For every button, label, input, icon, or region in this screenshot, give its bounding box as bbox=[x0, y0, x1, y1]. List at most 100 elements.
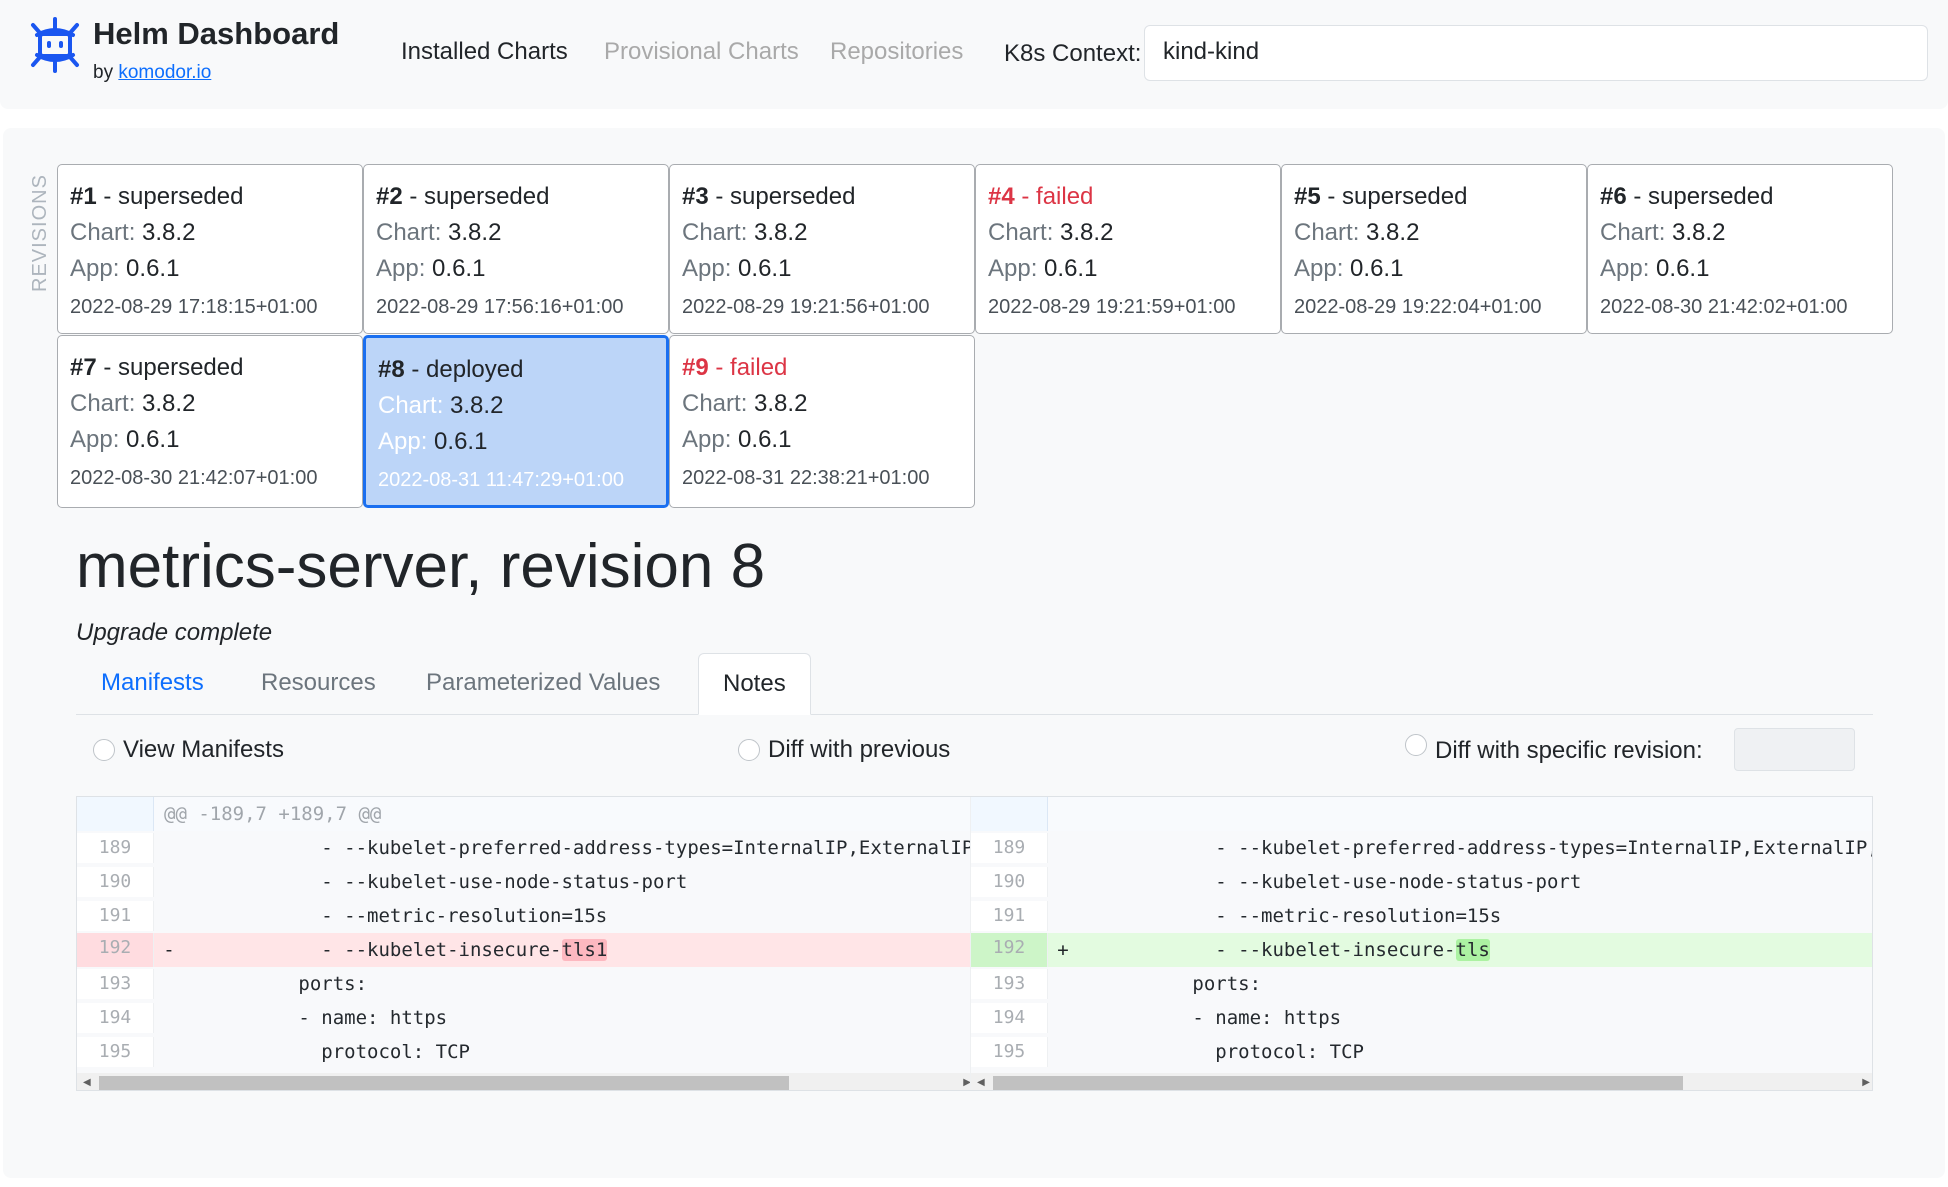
line-number: 192 bbox=[77, 933, 154, 967]
nav-provisional-charts[interactable]: Provisional Charts bbox=[604, 38, 799, 65]
radio-circle[interactable] bbox=[93, 739, 115, 761]
line-number: 194 bbox=[971, 1003, 1048, 1033]
app-title: Helm Dashboard bbox=[93, 16, 340, 51]
code-line: - name: https bbox=[1078, 1007, 1342, 1029]
diff-marker: - bbox=[163, 939, 175, 961]
code-line: ports: bbox=[184, 973, 368, 995]
revision-card[interactable]: #9 - failed Chart: 3.8.2 App: 0.6.1 2022… bbox=[669, 335, 975, 508]
app-version: App: 0.6.1 bbox=[378, 424, 654, 460]
chart-label: Chart: bbox=[682, 219, 748, 246]
chart-version: Chart: 3.8.2 bbox=[70, 386, 350, 422]
scrollbar-thumb[interactable] bbox=[99, 1076, 789, 1090]
chart-value: 3.8.2 bbox=[450, 392, 504, 419]
revision-date: 2022-08-30 21:42:07+01:00 bbox=[70, 467, 318, 489]
revision-status: superseded bbox=[730, 183, 856, 210]
code-line: - --kubelet-insecure-tls bbox=[1078, 933, 1872, 967]
scroll-right-icon[interactable]: ▶ bbox=[963, 1077, 971, 1088]
tab-parameterized-values[interactable]: Parameterized Values bbox=[426, 669, 661, 696]
specific-revision-input[interactable] bbox=[1734, 728, 1855, 771]
revision-status: superseded bbox=[1342, 183, 1468, 210]
tabs-divider bbox=[76, 714, 1873, 715]
diff-view: @@ -189,7 +189,7 @@ 189 - --kubelet-prefe… bbox=[76, 796, 1873, 1091]
diff-marker bbox=[1048, 831, 1078, 865]
app-version: App: 0.6.1 bbox=[376, 251, 656, 287]
tab-manifests[interactable]: Manifests bbox=[101, 669, 204, 696]
line-number: 191 bbox=[971, 901, 1048, 931]
app-label: App: bbox=[1294, 255, 1344, 282]
diff-marker bbox=[1048, 865, 1078, 899]
code-line: - --kubelet-use-node-status-port bbox=[184, 871, 688, 893]
revision-date: 2022-08-31 11:47:29+01:00 bbox=[378, 469, 624, 491]
app-label: App: bbox=[378, 428, 428, 455]
komodor-link[interactable]: komodor.io bbox=[118, 62, 212, 83]
line-number: 190 bbox=[971, 867, 1048, 897]
chart-label: Chart: bbox=[378, 392, 444, 419]
radio-diff-specific[interactable]: Diff with specific revision: bbox=[1405, 734, 1703, 765]
nav-installed-charts[interactable]: Installed Charts bbox=[401, 38, 568, 65]
revision-number: #2 bbox=[376, 183, 403, 210]
chart-version: Chart: 3.8.2 bbox=[70, 215, 350, 251]
diff-marker bbox=[154, 899, 184, 933]
scroll-left-icon[interactable]: ◀ bbox=[977, 1077, 985, 1088]
scroll-right-icon[interactable]: ▶ bbox=[1862, 1077, 1870, 1088]
revision-title: #2 - superseded bbox=[376, 179, 656, 215]
hunk-text bbox=[1048, 797, 1872, 831]
app-version: App: 0.6.1 bbox=[988, 251, 1268, 287]
revision-card[interactable]: #3 - superseded Chart: 3.8.2 App: 0.6.1 … bbox=[669, 164, 975, 334]
revision-card[interactable]: #6 - superseded Chart: 3.8.2 App: 0.6.1 … bbox=[1587, 164, 1893, 334]
app-label: App: bbox=[376, 255, 426, 282]
revision-card[interactable]: #2 - superseded Chart: 3.8.2 App: 0.6.1 … bbox=[363, 164, 669, 334]
diff-marker bbox=[1048, 899, 1078, 933]
tab-resources[interactable]: Resources bbox=[261, 669, 376, 696]
line-number: 190 bbox=[77, 867, 154, 897]
revision-number: #9 bbox=[682, 354, 709, 381]
diff-marker: + bbox=[1057, 939, 1069, 961]
horizontal-scrollbar[interactable]: ◀ ▶ bbox=[77, 1073, 975, 1090]
tab-notes[interactable]: Notes bbox=[698, 653, 811, 715]
app-version: App: 0.6.1 bbox=[682, 251, 962, 287]
helm-logo-icon bbox=[31, 17, 79, 73]
revision-card[interactable]: #1 - superseded Chart: 3.8.2 App: 0.6.1 … bbox=[57, 164, 363, 334]
horizontal-scrollbar[interactable]: ◀ ▶ bbox=[971, 1073, 1872, 1090]
scrollbar-thumb[interactable] bbox=[993, 1076, 1683, 1090]
revision-date: 2022-08-29 17:56:16+01:00 bbox=[376, 296, 624, 318]
revision-card[interactable]: #8 - deployed Chart: 3.8.2 App: 0.6.1 20… bbox=[363, 335, 669, 508]
app-label: App: bbox=[682, 255, 732, 282]
app-label: App: bbox=[70, 426, 120, 453]
chart-value: 3.8.2 bbox=[1060, 219, 1114, 246]
radio-label: Diff with specific revision: bbox=[1435, 737, 1703, 764]
nav-repositories[interactable]: Repositories bbox=[830, 38, 964, 65]
diff-row: 193 ports: bbox=[971, 967, 1872, 1001]
separator: - bbox=[708, 183, 731, 210]
code-line: - --kubelet-preferred-address-types=Inte… bbox=[1215, 837, 1873, 859]
revision-card[interactable]: #7 - superseded Chart: 3.8.2 App: 0.6.1 … bbox=[57, 335, 363, 508]
radio-view-manifests[interactable]: View Manifests bbox=[93, 736, 284, 764]
app-label: App: bbox=[682, 426, 732, 453]
app-value: 0.6.1 bbox=[432, 255, 486, 282]
revision-status: superseded bbox=[1648, 183, 1774, 210]
radio-circle[interactable] bbox=[738, 739, 760, 761]
code-line: ports: bbox=[1078, 973, 1262, 995]
app-version: App: 0.6.1 bbox=[1294, 251, 1574, 287]
radio-circle[interactable] bbox=[1405, 734, 1427, 756]
release-status-message: Upgrade complete bbox=[76, 619, 273, 646]
chart-label: Chart: bbox=[1294, 219, 1360, 246]
diff-row: 189 - --kubelet-preferred-address-types=… bbox=[77, 831, 975, 865]
scroll-left-icon[interactable]: ◀ bbox=[83, 1077, 91, 1088]
app-value: 0.6.1 bbox=[434, 428, 488, 455]
diff-hunk-header bbox=[971, 797, 1872, 831]
revision-status: failed bbox=[1036, 183, 1094, 210]
radio-diff-previous[interactable]: Diff with previous bbox=[738, 736, 950, 764]
k8s-context-select[interactable]: kind-kind bbox=[1144, 25, 1928, 81]
revision-status: superseded bbox=[118, 354, 244, 381]
separator: - bbox=[96, 183, 119, 210]
chart-version: Chart: 3.8.2 bbox=[378, 388, 654, 424]
app-value: 0.6.1 bbox=[738, 255, 792, 282]
code-line: - --kubelet-use-node-status-port bbox=[1078, 871, 1582, 893]
revision-card[interactable]: #4 - failed Chart: 3.8.2 App: 0.6.1 2022… bbox=[975, 164, 1281, 334]
diff-row: 193 ports: bbox=[77, 967, 975, 1001]
chart-value: 3.8.2 bbox=[448, 219, 502, 246]
line-number: 189 bbox=[77, 833, 154, 863]
revision-number: #8 bbox=[378, 356, 405, 383]
revision-card[interactable]: #5 - superseded Chart: 3.8.2 App: 0.6.1 … bbox=[1281, 164, 1587, 334]
